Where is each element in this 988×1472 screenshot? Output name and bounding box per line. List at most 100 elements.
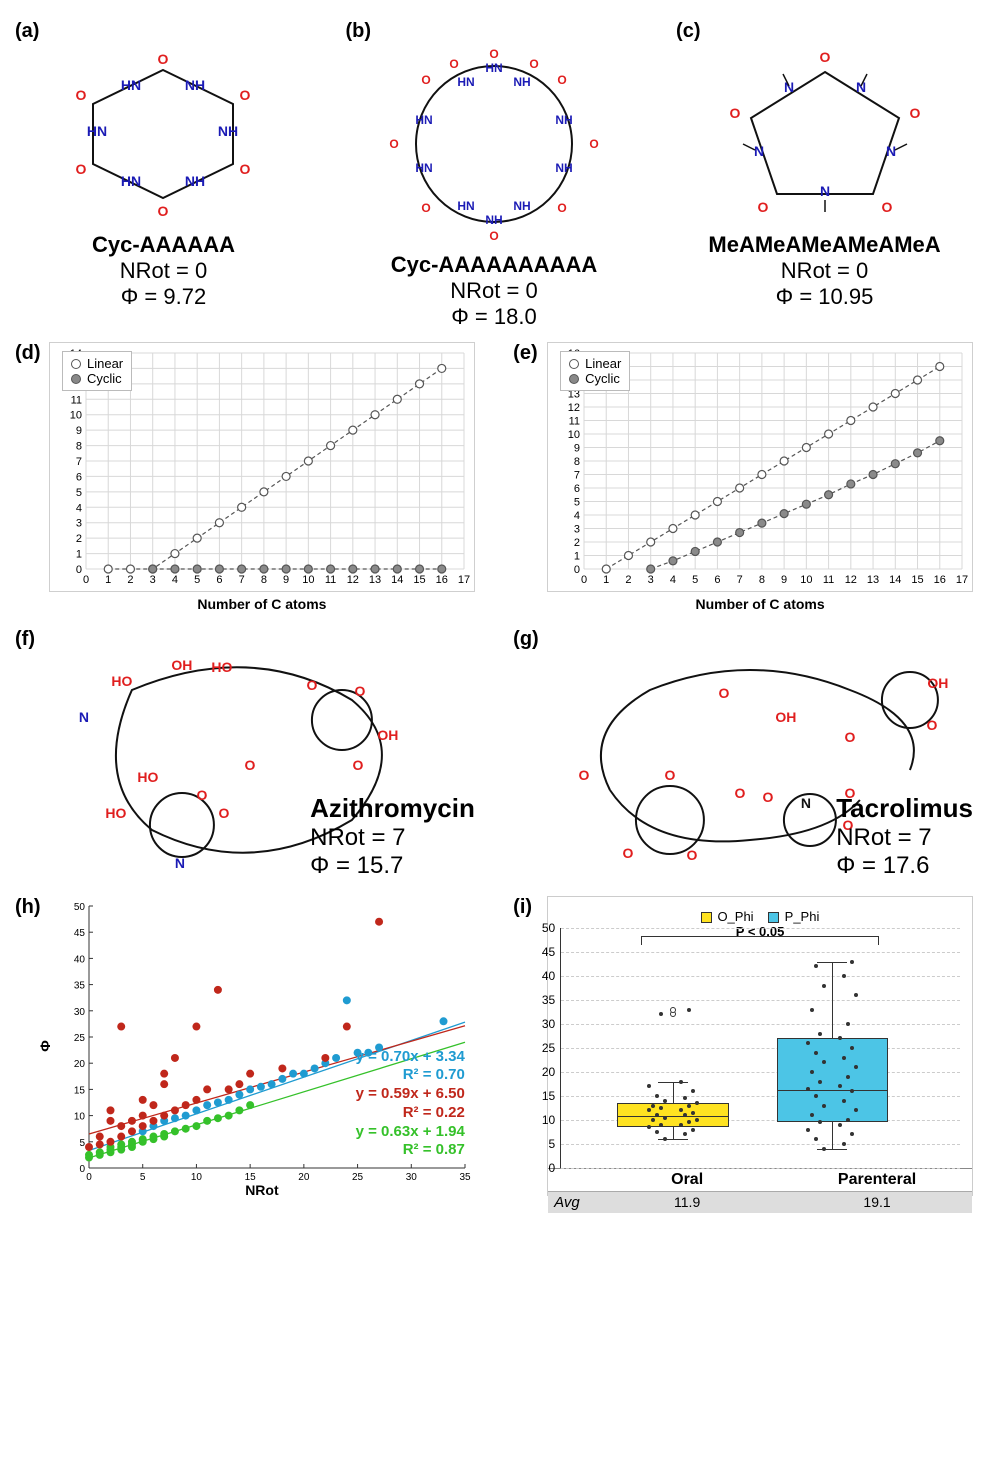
- mol-a-name: Cyc-AAAAAA: [15, 232, 312, 258]
- svg-text:15: 15: [74, 1085, 86, 1096]
- panel-d-label: (d): [15, 342, 41, 365]
- svg-text:O: O: [421, 201, 430, 215]
- svg-text:25: 25: [74, 1033, 86, 1044]
- panel-c: (c) OOO OO NNN NN: [676, 20, 973, 330]
- fit-equations: y = 0.70x + 3.34 R² = 0.70 y = 0.59x + 6…: [356, 1048, 465, 1161]
- panel-h: (h) Φ 0510152025303540455005101520253035…: [15, 896, 475, 1196]
- svg-text:11: 11: [823, 574, 834, 586]
- svg-text:1: 1: [105, 574, 111, 586]
- svg-text:0: 0: [83, 574, 89, 586]
- svg-text:O: O: [354, 683, 365, 699]
- svg-text:NH: NH: [485, 213, 502, 227]
- svg-text:13: 13: [867, 574, 879, 586]
- svg-text:4: 4: [76, 502, 82, 514]
- r2-blue: R² = 0.70: [356, 1066, 465, 1085]
- svg-text:O: O: [449, 57, 458, 71]
- svg-text:O: O: [196, 787, 207, 803]
- svg-text:O: O: [735, 785, 746, 801]
- mol-b-phi: Φ = 18.0: [346, 304, 643, 330]
- svg-text:11: 11: [325, 574, 336, 586]
- svg-text:O: O: [687, 847, 698, 863]
- svg-text:N: N: [175, 855, 185, 871]
- svg-text:NH: NH: [185, 173, 205, 189]
- svg-text:8: 8: [574, 456, 580, 468]
- cyc-decapeptide-icon: OOO OOO OO OO NHNHNH NHNH HNHNHN HNHN: [364, 44, 624, 244]
- svg-text:NH: NH: [555, 113, 572, 127]
- svg-text:3: 3: [574, 524, 580, 536]
- panel-b-label: (b): [346, 20, 372, 43]
- figure-root: (a) O O O O O O NH NH NH: [0, 0, 988, 1216]
- svg-text:20: 20: [74, 1059, 86, 1070]
- svg-text:0: 0: [76, 564, 82, 576]
- svg-text:O: O: [158, 51, 169, 67]
- svg-text:NH: NH: [513, 199, 530, 213]
- panel-a: (a) O O O O O O NH NH NH: [15, 20, 312, 330]
- svg-text:O: O: [158, 203, 169, 219]
- marker-open-icon: [569, 359, 579, 369]
- panel-g: (g) OOHO OHO OOO: [513, 628, 973, 880]
- svg-text:30: 30: [74, 1007, 86, 1018]
- svg-text:O: O: [352, 757, 363, 773]
- panel-i: (i) O_Phi P_Phi P < 0.05 051015202530354…: [513, 896, 973, 1196]
- svg-text:0: 0: [574, 564, 580, 576]
- molecule-b: OOO OOO OO OO NHNHNH NHNH HNHNHN HNHN: [364, 44, 624, 244]
- svg-text:HN: HN: [415, 113, 432, 127]
- svg-text:40: 40: [74, 954, 86, 965]
- svg-text:HO: HO: [211, 659, 232, 675]
- mol-c-nrot: NRot = 0: [676, 258, 973, 284]
- mol-g-nrot: NRot = 7: [836, 824, 973, 852]
- svg-text:O: O: [218, 805, 229, 821]
- svg-text:17: 17: [458, 574, 470, 586]
- svg-text:N: N: [885, 143, 895, 159]
- svg-text:8: 8: [76, 441, 82, 453]
- panel-h-xlabel: NRot: [49, 1182, 475, 1198]
- legend-cyclic: Cyclic: [87, 371, 122, 386]
- svg-text:5: 5: [574, 497, 580, 509]
- svg-text:5: 5: [692, 574, 698, 586]
- svg-text:16: 16: [436, 574, 448, 586]
- cyc-nme-peptide-icon: OOO OO NNN NN: [715, 44, 935, 224]
- panel-a-label: (a): [15, 20, 39, 43]
- svg-text:3: 3: [76, 518, 82, 530]
- cat-parenteral: Parenteral: [782, 1169, 972, 1191]
- svg-text:5: 5: [194, 574, 200, 586]
- svg-text:8: 8: [759, 574, 765, 586]
- svg-text:HN: HN: [415, 161, 432, 175]
- svg-text:16: 16: [934, 574, 946, 586]
- svg-text:3: 3: [648, 574, 654, 586]
- svg-text:12: 12: [845, 574, 857, 586]
- cyc-hexapeptide-icon: O O O O O O NH NH NH HN HN HN: [53, 44, 273, 224]
- mol-g-phi: Φ = 17.6: [836, 852, 973, 880]
- svg-text:NH: NH: [185, 77, 205, 93]
- svg-text:14: 14: [391, 574, 403, 586]
- svg-text:O: O: [845, 729, 856, 745]
- svg-text:7: 7: [737, 574, 743, 586]
- svg-text:0: 0: [581, 574, 587, 586]
- cat-oral: Oral: [592, 1169, 782, 1191]
- mol-c-name: MeAMeAMeAMeAMeA: [676, 232, 973, 258]
- svg-text:45: 45: [74, 928, 86, 939]
- svg-text:O: O: [306, 677, 317, 693]
- svg-text:O: O: [623, 845, 634, 861]
- svg-text:1: 1: [603, 574, 609, 586]
- svg-text:9: 9: [781, 574, 787, 586]
- molecule-f: HOOHHO OOOH OOHO HOOO N N Azithromycin N…: [49, 650, 475, 880]
- svg-text:3: 3: [150, 574, 156, 586]
- svg-text:O: O: [557, 73, 566, 87]
- mol-a-phi: Φ = 9.72: [15, 284, 312, 310]
- svg-text:HN: HN: [121, 173, 141, 189]
- svg-text:OH: OH: [377, 727, 398, 743]
- panel-f: (f) HOOHHO OOOH OOHO HOOO: [15, 628, 475, 880]
- panel-e-xlabel: Number of C atoms: [547, 596, 973, 612]
- svg-text:O: O: [421, 73, 430, 87]
- svg-text:7: 7: [76, 456, 82, 468]
- panel-h-label: (h): [15, 896, 41, 919]
- svg-text:1: 1: [574, 551, 580, 563]
- square-parenteral-icon: [768, 912, 779, 923]
- svg-text:13: 13: [369, 574, 381, 586]
- chart-i-legend: O_Phi P_Phi: [548, 909, 972, 924]
- svg-text:N: N: [79, 709, 89, 725]
- mol-f-nrot: NRot = 7: [310, 824, 475, 852]
- svg-text:HO: HO: [105, 805, 126, 821]
- svg-text:O: O: [881, 199, 892, 215]
